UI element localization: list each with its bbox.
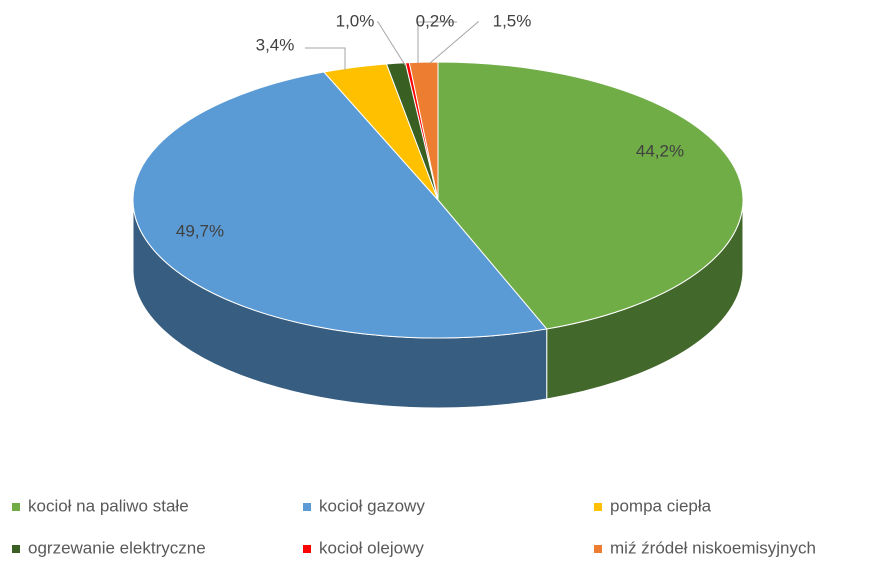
slice — [408, 61, 439, 201]
legend-label: kocioł na paliwo stałe — [28, 496, 189, 515]
data-label: 1,0% — [336, 11, 375, 30]
leader-line — [429, 21, 480, 64]
legend-label: miź źródeł niskoemisyjnych — [610, 538, 816, 557]
leader-line — [417, 21, 457, 63]
legend-marker — [12, 503, 20, 511]
slice — [132, 71, 548, 339]
slice — [437, 61, 744, 330]
legend-label: ogrzewanie elektryczne — [28, 538, 206, 557]
leader-line — [377, 21, 406, 66]
legend-marker — [594, 503, 602, 511]
data-label: 0,2% — [416, 11, 455, 30]
legend-marker — [303, 503, 311, 511]
legend-marker — [12, 545, 20, 553]
data-label: 49,7% — [176, 221, 224, 240]
data-label: 44,2% — [636, 141, 684, 160]
legend-label: kocioł gazowy — [319, 496, 425, 515]
legend-marker — [594, 545, 602, 553]
data-label: 3,4% — [256, 35, 295, 54]
legend-label: pompa ciepła — [610, 496, 712, 515]
data-label: 1,5% — [493, 11, 532, 30]
legend-label: kocioł olejowy — [319, 538, 424, 557]
leader-line — [305, 47, 346, 70]
legend-marker — [303, 545, 311, 553]
